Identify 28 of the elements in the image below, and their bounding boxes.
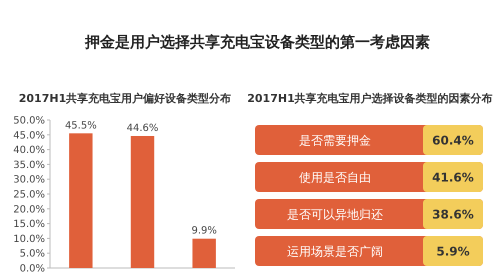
y-tick-label: 45.0% (13, 130, 45, 142)
bar (192, 238, 216, 268)
y-tick-label: 5.0% (20, 248, 45, 260)
text: 38.6% (432, 208, 474, 222)
y-tick-label: 0.0% (20, 264, 45, 274)
text: 60.4% (432, 134, 474, 148)
bar (69, 133, 93, 268)
chart-title: 押金是用户选择共享充电宝设备类型的第一考虑因素 (84, 33, 430, 51)
text: 2017H1共享充电宝用户选择设备类型的因素分布 (247, 92, 493, 105)
data-label: 9.9% (191, 226, 217, 237)
y-tick-label: 15.0% (13, 219, 45, 230)
category-label: 运用场景是否广阔 (287, 244, 383, 258)
y-tick-label: 30.0% (13, 174, 45, 186)
category-label: 是否可以异地归还 (287, 208, 383, 222)
category-label: 使用是否自由 (299, 170, 371, 184)
y-tick-label: 35.0% (13, 160, 45, 171)
y-tick-label: 10.0% (13, 234, 45, 245)
category-label: 是否需要押金 (299, 134, 371, 148)
y-tick-label: 20.0% (13, 204, 45, 216)
text: 5.9% (436, 244, 470, 258)
chart-subtitle: 2017H1共享充电宝用户偏好设备类型分布 (18, 92, 232, 105)
y-tick-label: 25.0% (13, 190, 45, 200)
y-tick-label: 50.0% (13, 116, 45, 126)
bar (130, 136, 154, 268)
text: 41.6% (432, 170, 474, 184)
y-tick-label: 40.0% (13, 145, 45, 156)
data-label: 45.5% (64, 120, 97, 132)
data-label: 44.6% (126, 122, 158, 134)
